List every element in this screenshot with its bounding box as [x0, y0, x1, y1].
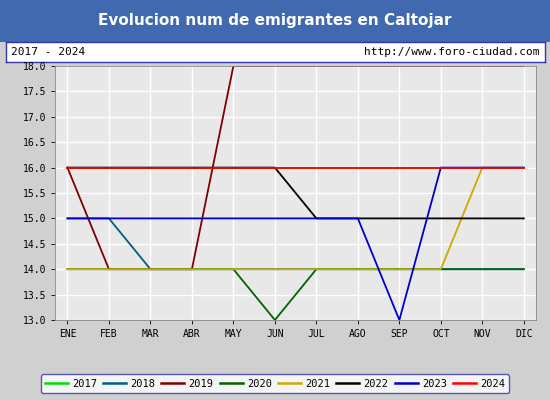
Legend: 2017, 2018, 2019, 2020, 2021, 2022, 2023, 2024: 2017, 2018, 2019, 2020, 2021, 2022, 2023… [41, 374, 509, 393]
Text: http://www.foro-ciudad.com: http://www.foro-ciudad.com [364, 47, 539, 57]
Text: 2017 - 2024: 2017 - 2024 [11, 47, 85, 57]
Text: Evolucion num de emigrantes en Caltojar: Evolucion num de emigrantes en Caltojar [98, 14, 452, 28]
